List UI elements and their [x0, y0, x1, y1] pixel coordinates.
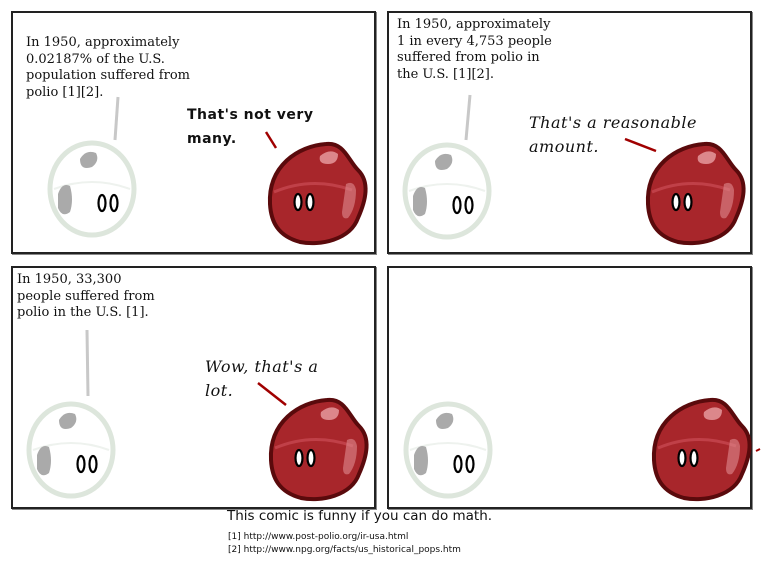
white-blob-character — [29, 404, 113, 496]
comic-panel-2: In 1950, approximately 1 in every 4,753 … — [387, 11, 752, 254]
reference-2: [2] http://www.npg.org/facts/us_historic… — [228, 545, 461, 555]
red-speech: That's not very many. — [187, 107, 314, 147]
caption: In 1950, approximately 1 in every 4,753 … — [397, 17, 552, 82]
white-blob-character — [406, 404, 490, 496]
white-blob-character — [405, 145, 489, 237]
white-speech-tail — [464, 94, 472, 141]
red-blob-character — [651, 397, 752, 502]
comic-title: This comic is funny if you can do math. — [227, 508, 493, 524]
white-speech-tail — [85, 329, 90, 397]
red-speech-tail — [257, 382, 287, 406]
caption: In 1950, 33,300 people suffered from pol… — [17, 272, 155, 320]
caption: In 1950, approximately 0.02187% of the U… — [26, 35, 190, 100]
red-speech: That's a reasonable amount. — [529, 113, 697, 156]
red-blob-character — [268, 397, 369, 502]
red-blob-character — [267, 141, 368, 246]
red-speech-tail — [264, 131, 278, 149]
red-blob-character — [645, 141, 746, 246]
red-speech-tail — [624, 137, 657, 153]
reference-1: [1] http://www.post-polio.org/ir-usa.htm… — [228, 532, 409, 542]
red-speech: Wow, that's a lot. — [205, 357, 319, 400]
red-speech-tail — [755, 448, 761, 452]
white-blob-character — [50, 143, 134, 235]
white-speech-tail — [113, 96, 120, 141]
